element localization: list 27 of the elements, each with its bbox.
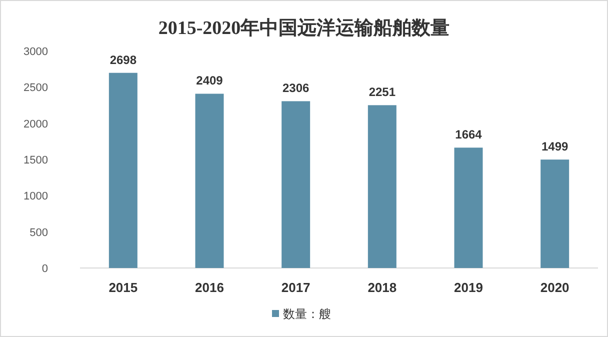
bar (454, 148, 483, 268)
chart-title: 2015-2020年中国远洋运输船舶数量 (158, 17, 450, 39)
y-tick-label: 1000 (24, 190, 48, 203)
data-label: 2698 (110, 52, 137, 67)
y-tick-label: 0 (42, 263, 48, 275)
x-tick-label: 2015 (108, 280, 138, 295)
y-tick-label: 500 (30, 226, 48, 239)
y-tick-label: 2500 (24, 82, 48, 94)
data-label: 1499 (541, 140, 569, 154)
y-tick-label: 1500 (24, 154, 48, 166)
data-label: 1664 (455, 128, 482, 142)
x-tick-label: 2016 (195, 280, 224, 295)
bar (195, 94, 224, 268)
y-tick-label: 3000 (24, 46, 48, 58)
data-label: 2306 (282, 81, 310, 96)
y-tick-label: 2000 (24, 118, 48, 130)
data-label: 2409 (196, 74, 224, 88)
bar (540, 160, 570, 268)
legend-label: 数量：艘 (283, 307, 331, 321)
x-tick-label: 2018 (368, 280, 397, 295)
x-tick-label: 2017 (281, 280, 310, 295)
bar (368, 105, 396, 268)
bar (108, 72, 138, 268)
x-tick-label: 2019 (454, 280, 483, 295)
x-tick-label: 2020 (540, 280, 570, 295)
data-label: 2251 (368, 85, 396, 100)
bar (282, 101, 310, 268)
